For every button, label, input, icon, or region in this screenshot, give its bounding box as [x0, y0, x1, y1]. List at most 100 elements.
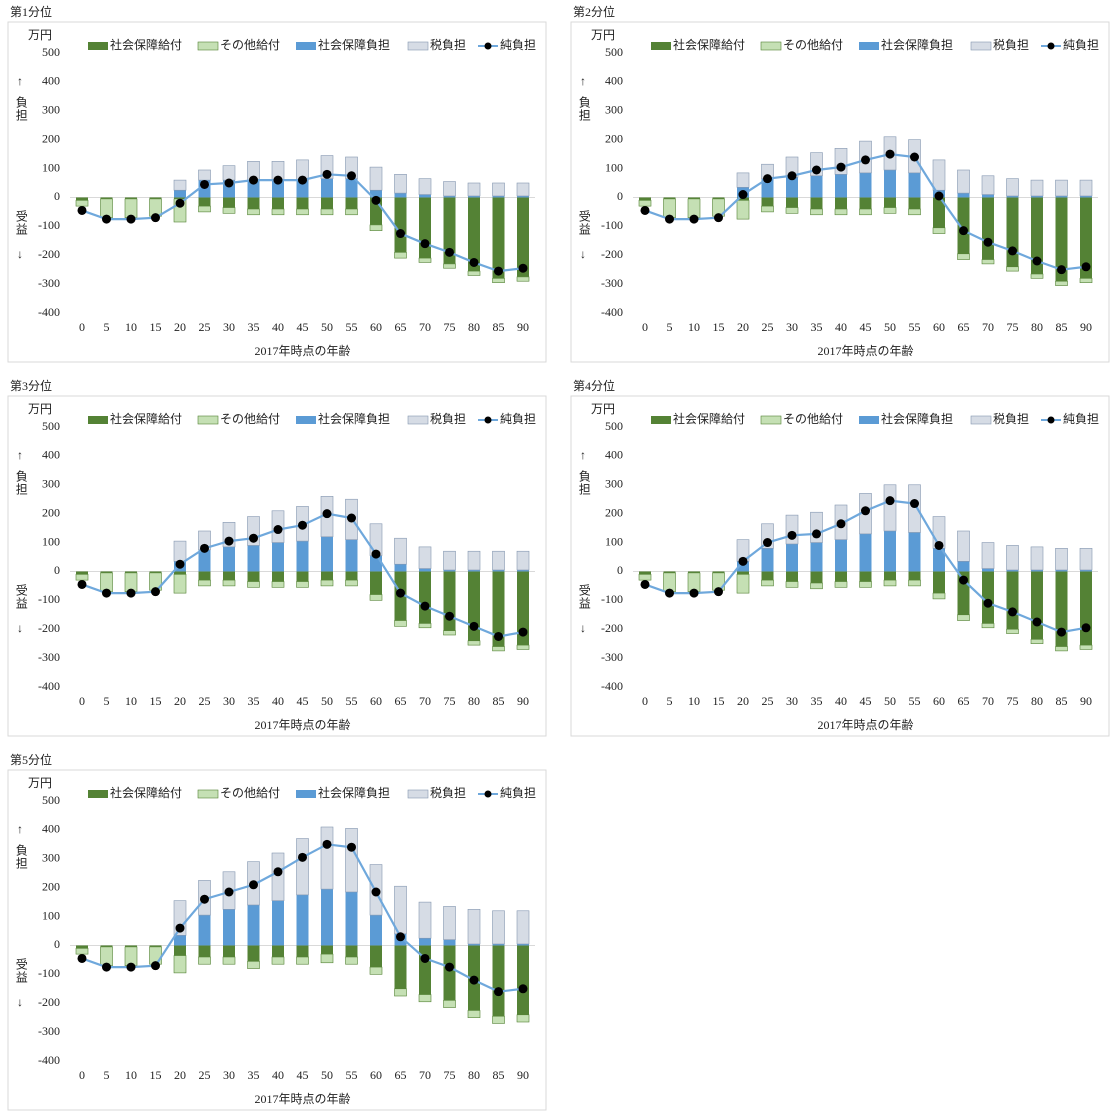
bar-segment: [321, 536, 333, 572]
line-marker: [151, 961, 160, 971]
bar-segment: [296, 945, 309, 957]
line-marker: [861, 506, 870, 516]
bar-segment: [75, 200, 89, 207]
bar-segment: [981, 175, 995, 195]
bar-segment: [198, 205, 211, 213]
bar-segment: [810, 197, 823, 209]
legend-item: 純負担: [478, 786, 536, 800]
x-tick-label: 90: [517, 1068, 529, 1082]
x-tick-label: 20: [174, 1068, 186, 1082]
bar-segment: [271, 956, 285, 965]
bar-segment: [786, 177, 798, 198]
line-marker: [396, 588, 405, 598]
bar-segment: [468, 196, 480, 198]
x-tick-label: 35: [248, 320, 260, 334]
line-marker: [1008, 607, 1017, 617]
y-tick-label: -100: [38, 592, 60, 606]
line-marker: [689, 214, 699, 224]
bar-segment: [1031, 197, 1043, 274]
legend-item: 社会保障給付: [88, 37, 182, 52]
chart-title: 第1分位: [10, 4, 52, 19]
y-tick-label: 400: [42, 74, 60, 88]
line-marker: [175, 923, 185, 933]
bar-segment: [517, 944, 529, 946]
line-marker: [738, 556, 748, 566]
line-marker: [1032, 256, 1042, 266]
x-tick-label: 60: [933, 694, 945, 708]
bar-segment: [345, 197, 358, 209]
line-marker: [371, 549, 381, 559]
bar-segment: [835, 539, 847, 572]
line-marker: [959, 226, 968, 236]
bar-segment: [492, 570, 505, 572]
bar-segment: [394, 620, 407, 627]
y-tick-label: -200: [38, 995, 60, 1009]
arrow-up: ↑: [580, 74, 586, 88]
bar-segment: [1031, 196, 1043, 198]
legend-item: 税負担: [407, 412, 466, 426]
bar-segment: [933, 548, 945, 572]
bar-segment: [1055, 646, 1068, 652]
bar-segment: [1006, 178, 1019, 197]
x-tick-label: 75: [444, 320, 456, 334]
bar-segment: [419, 945, 431, 995]
line-marker: [494, 987, 503, 997]
bar-segment: [443, 1000, 456, 1008]
y-tick-label: 200: [605, 131, 623, 145]
bar-segment: [517, 570, 529, 572]
bar-segment: [1080, 570, 1092, 572]
y-tick-label: 100: [42, 534, 60, 548]
benefit-label: 受益: [14, 958, 28, 984]
bar-segment: [859, 571, 872, 582]
legend-label: 社会保障負担: [318, 37, 390, 52]
x-tick-label: 45: [297, 694, 309, 708]
bar-segment: [957, 193, 970, 198]
bar-segment: [957, 197, 970, 254]
bar-segment: [222, 165, 236, 181]
bar-segment: [761, 548, 774, 572]
bar-segment: [810, 571, 823, 583]
bar-segment: [174, 945, 186, 956]
x-tick-label: 0: [79, 694, 85, 708]
legend-label: 税負担: [993, 412, 1029, 426]
bar-segment: [1055, 571, 1068, 647]
arrow-down: ↓: [17, 995, 23, 1009]
legend-item: 社会保障給付: [88, 411, 182, 426]
bar-segment: [1055, 197, 1068, 282]
line-marker: [126, 962, 136, 972]
bar-segment: [419, 568, 431, 572]
bar-segment: [810, 582, 823, 590]
bar-segment: [272, 197, 284, 209]
bar-segment: [810, 175, 823, 198]
bar-segment: [467, 550, 481, 571]
x-tick-label: 90: [517, 694, 529, 708]
legend-swatch: [88, 42, 108, 50]
line-marker: [885, 149, 895, 159]
x-tick-label: 0: [79, 320, 85, 334]
chart-title: 第2分位: [573, 4, 615, 19]
bar-segment: [933, 197, 945, 228]
bar-segment: [761, 178, 774, 198]
x-tick-label: 40: [272, 320, 284, 334]
line-marker: [273, 175, 283, 185]
bar-segment: [75, 574, 89, 581]
legend-swatch: [296, 790, 316, 798]
line-marker: [836, 162, 846, 172]
x-tick-label: 90: [517, 320, 529, 334]
bar-segment: [198, 956, 211, 965]
bar-segment: [320, 826, 334, 890]
y-tick-label: 100: [605, 534, 623, 548]
bar-segment: [516, 550, 530, 571]
y-unit: 万円: [591, 402, 615, 416]
bar-segment: [492, 197, 505, 279]
chart-panel: 第1分位万円↑負担受益↓-400-300-200-100010020030040…: [7, 4, 547, 363]
legend-item: 税負担: [970, 412, 1029, 426]
bar-segment: [100, 945, 113, 947]
bar-segment: [419, 571, 431, 624]
bar-segment: [345, 571, 358, 581]
y-tick-label: 100: [42, 160, 60, 174]
bar-segment: [419, 194, 431, 198]
bar-segment: [296, 956, 309, 965]
x-tick-label: 15: [713, 320, 725, 334]
